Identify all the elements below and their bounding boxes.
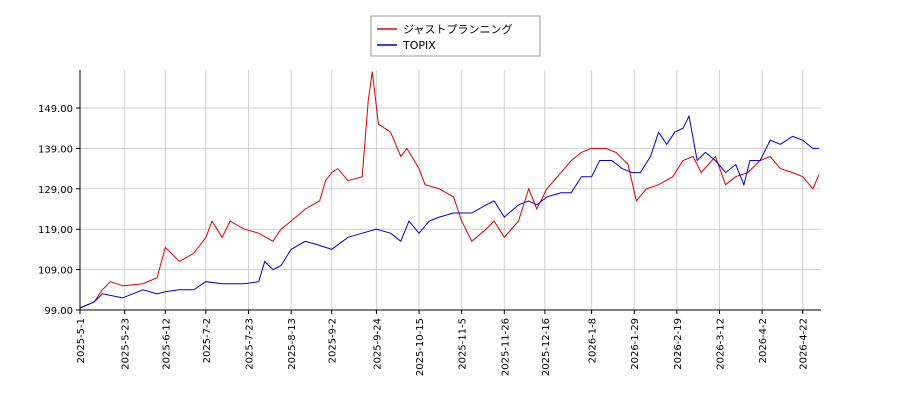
legend [370,15,541,57]
legend-label: TOPIX [402,39,436,52]
axes: 99.00 109.00 119.00 129.00 139.00 149.00 2025-… [38,104,810,376]
x-tick-label: 2025-5-23 [121,318,132,370]
x-tick-label: 2025-12-16 [541,318,552,376]
x-tick-label: 2025-10-15 [415,318,426,376]
x-tick-label: 2025-5-1 [76,318,87,363]
x-tick-label: 2025-7-23 [245,318,256,370]
legend-entries: ジャストプランニング TOPIX [377,22,512,52]
y-tick-label: 139.00 [38,144,73,155]
x-tick-label: 2025-11-26 [500,318,511,376]
grid [79,70,821,311]
lines [79,71,820,309]
y-tick-label: 109.00 [38,266,73,277]
x-tick-label: 2026-1-8 [588,318,599,363]
x-tick-label: 2026-4-22 [799,318,810,370]
y-tick-label: 129.00 [38,185,73,196]
x-tick-label: 2025-9-24 [372,318,383,370]
y-tick-label: 99.00 [44,306,73,317]
x-tick-label: 2026-1-29 [630,318,641,370]
x-tick-label: 2025-9-2 [328,318,339,363]
x-tick-label: 2025-8-13 [287,318,298,370]
series-line [79,71,820,309]
series-line [79,114,819,309]
legend-label: ジャストプランニング [403,22,512,36]
x-tick-label: 2026-4-2 [758,318,769,363]
y-tick-label: 149.00 [38,104,73,115]
x-tick-label: 2025-7-2 [202,318,213,363]
x-tick-label: 2025-11-5 [458,318,469,370]
x-tick-label: 2026-2-19 [673,318,684,370]
x-tick-label: 2025-6-12 [161,318,172,370]
y-tick-label: 119.00 [38,225,73,236]
x-tick-label: 2026-3-12 [715,318,726,370]
